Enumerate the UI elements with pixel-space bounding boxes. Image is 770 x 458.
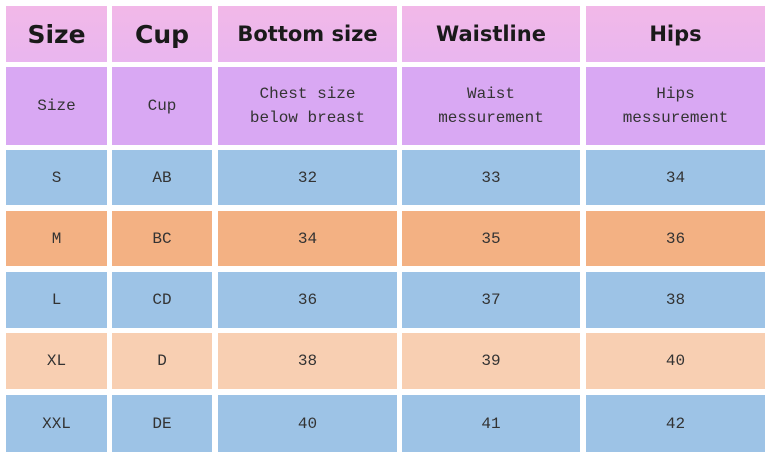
table-cell: 36 <box>218 272 397 328</box>
table-cell: L <box>6 272 107 328</box>
header-cell: Bottom size <box>218 6 397 62</box>
table-cell: S <box>6 150 107 205</box>
table-cell: XL <box>6 333 107 389</box>
table-cell: 36 <box>586 211 765 266</box>
table-cell: 37 <box>402 272 580 328</box>
subheader-cell: Waist messurement <box>402 67 580 145</box>
table-cell: XXL <box>6 395 107 452</box>
table-cell: 40 <box>218 395 397 452</box>
table-cell: 41 <box>402 395 580 452</box>
header-cell: Size <box>6 6 107 62</box>
table-cell: 39 <box>402 333 580 389</box>
table-cell: D <box>112 333 212 389</box>
table-cell: CD <box>112 272 212 328</box>
table-cell: AB <box>112 150 212 205</box>
subheader-cell: Size <box>6 67 107 145</box>
subheader-cell: Hips messurement <box>586 67 765 145</box>
table-cell: 40 <box>586 333 765 389</box>
subheader-cell: Chest size below breast <box>218 67 397 145</box>
header-cell: Hips <box>586 6 765 62</box>
header-cell: Waistline <box>402 6 580 62</box>
table-cell: 35 <box>402 211 580 266</box>
table-cell: 38 <box>218 333 397 389</box>
table-cell: 38 <box>586 272 765 328</box>
table-cell: M <box>6 211 107 266</box>
table-cell: 34 <box>586 150 765 205</box>
table-cell: DE <box>112 395 212 452</box>
table-cell: BC <box>112 211 212 266</box>
table-cell: 33 <box>402 150 580 205</box>
table-cell: 42 <box>586 395 765 452</box>
header-cell: Cup <box>112 6 212 62</box>
table-cell: 32 <box>218 150 397 205</box>
subheader-cell: Cup <box>112 67 212 145</box>
table-cell: 34 <box>218 211 397 266</box>
